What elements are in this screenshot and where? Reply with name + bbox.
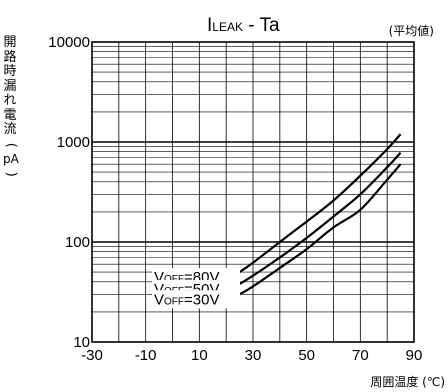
x-tick-labels: -30 -10 10 30 50 70 90	[81, 347, 422, 364]
plot-frame	[91, 41, 415, 343]
y-axis-label-char-2: 時	[3, 64, 17, 79]
x-tick-label: 70	[352, 347, 369, 364]
chart-title-main: I	[207, 15, 212, 36]
y-axis-label-unit: pA	[3, 152, 19, 166]
y-tick-label: 10	[73, 334, 90, 351]
y-tick-labels: 10 100 1000 10000	[48, 34, 90, 351]
series-line-1	[239, 152, 402, 285]
y-tick-label: 100	[65, 234, 90, 251]
series-label-background	[152, 290, 240, 309]
y-axis-label-char-4: れ	[3, 93, 17, 108]
y-axis-label-char-1: 路	[3, 49, 17, 65]
y-tick-label: 1000	[57, 134, 90, 151]
x-tick-label: 10	[191, 347, 208, 364]
series-line-0	[238, 133, 402, 273]
series-label-2: VOFF=30V	[154, 291, 219, 308]
minor-grid	[92, 42, 414, 342]
y-axis-label-char-0: 開	[3, 35, 17, 50]
chart-subtitle: (平均値)	[389, 23, 434, 38]
series-lines	[238, 133, 402, 296]
y-axis-label: 開 路 時 漏 れ 電 流 ( pA )	[3, 35, 19, 181]
y-tick-label: 10000	[48, 34, 90, 51]
x-tick-label: 90	[406, 347, 423, 364]
major-grid	[92, 141, 414, 243]
x-tick-label: -10	[135, 347, 157, 364]
chart-title: ILEAK - Ta	[207, 15, 280, 36]
x-tick-label: -30	[81, 347, 103, 364]
chart-title-rest: - Ta	[243, 15, 280, 36]
y-axis-label-char-3: 漏	[3, 78, 17, 94]
x-tick-label: 30	[245, 347, 262, 364]
x-tick-label: 50	[298, 347, 315, 364]
series-line-2	[239, 163, 402, 296]
chart-title-sub: LEAK	[212, 20, 243, 34]
y-axis-label-char-6: 流	[3, 122, 17, 137]
y-axis-label-char-5: 電	[3, 107, 17, 123]
x-axis-label: 周囲温度 (℃)	[370, 374, 445, 389]
